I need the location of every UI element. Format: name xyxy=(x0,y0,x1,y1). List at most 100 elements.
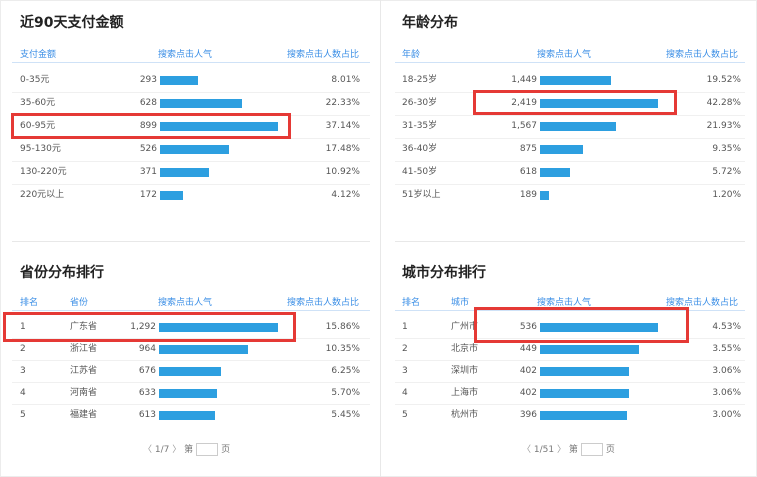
province-row-label: 浙江省 xyxy=(70,344,98,354)
city-row-percent: 3.55% xyxy=(712,344,741,354)
province-row-value: 676 xyxy=(138,366,156,376)
province-pager-next[interactable]: 〉 xyxy=(172,445,182,455)
province-row-bar xyxy=(159,344,248,354)
age-row-label: 26-30岁 xyxy=(402,98,438,108)
city-row-label: 杭州市 xyxy=(451,410,479,420)
payment-panel-title: 近90天支付金额 xyxy=(20,15,124,31)
age-row-label: 18-25岁 xyxy=(402,75,438,85)
city-header-line xyxy=(395,310,745,311)
city-pager-prev[interactable]: 〈 xyxy=(522,445,532,455)
province-row: 4 河南省 633 5.70% xyxy=(0,387,757,399)
province-pager-prev[interactable]: 〈 xyxy=(143,445,153,455)
city-row-percent: 3.06% xyxy=(712,388,741,398)
province-row-label: 河南省 xyxy=(70,388,98,398)
age-row-value: 189 xyxy=(519,190,537,200)
age-row-separator xyxy=(395,183,745,185)
city-page-input[interactable] xyxy=(580,443,603,456)
highlight-box-payment xyxy=(11,113,291,139)
city-row: 3 深圳市 402 3.06% xyxy=(0,365,757,377)
province-row-percent: 5.70% xyxy=(331,388,360,398)
age-col-header-age: 年龄 xyxy=(402,50,421,60)
city-row-value: 449 xyxy=(519,344,537,354)
age-row-separator xyxy=(395,160,745,162)
highlight-box-age xyxy=(473,90,677,115)
province-row: 5 福建省 613 5.45% xyxy=(0,409,757,421)
city-col-header-ratio: 搜索点击人数占比 xyxy=(666,298,739,308)
age-panel-title: 年龄分布 xyxy=(402,15,458,31)
age-row-bar xyxy=(540,75,611,85)
city-row: 2 北京市 449 3.55% xyxy=(0,343,757,355)
payment-row: 35-60元 628 22.33% xyxy=(0,97,757,109)
payment-row-bar xyxy=(160,98,242,108)
age-row-percent: 21.93% xyxy=(706,121,741,131)
age-row-bar xyxy=(540,121,616,131)
city-row-label: 深圳市 xyxy=(451,366,479,376)
payment-row-bar xyxy=(160,121,278,131)
city-row-bar xyxy=(540,366,629,376)
province-page-input[interactable] xyxy=(196,443,219,456)
city-row-separator xyxy=(395,382,745,383)
payment-row-label: 0-35元 xyxy=(20,75,50,85)
payment-row-bar xyxy=(160,75,198,85)
province-row-rank: 4 xyxy=(20,388,26,398)
payment-row-separator xyxy=(12,91,370,93)
payment-row-value: 371 xyxy=(139,167,157,177)
city-row-bar xyxy=(540,322,658,332)
city-row-label: 上海市 xyxy=(451,388,479,398)
payment-row-percent: 17.48% xyxy=(325,144,360,154)
age-row: 18-25岁 1,449 19.52% xyxy=(0,74,757,86)
payment-row-label: 60-95元 xyxy=(20,121,56,131)
city-row-separator xyxy=(395,404,745,405)
age-row-label: 51岁以上 xyxy=(402,190,441,200)
city-pager-next[interactable]: 〉 xyxy=(556,445,566,455)
payment-row-value: 628 xyxy=(139,98,157,108)
payment-row-label: 35-60元 xyxy=(20,98,56,108)
city-row-rank: 5 xyxy=(402,410,408,420)
province-row-label: 江苏省 xyxy=(70,366,98,376)
age-row-percent: 1.20% xyxy=(712,190,741,200)
age-row: 26-30岁 2,419 42.28% xyxy=(0,97,757,109)
age-row-bar xyxy=(540,167,570,177)
city-row-value: 402 xyxy=(519,388,537,398)
age-row-label: 36-40岁 xyxy=(402,144,438,154)
city-panel-title: 城市分布排行 xyxy=(402,265,486,281)
province-row-bar xyxy=(159,366,221,376)
age-row-percent: 9.35% xyxy=(712,144,741,154)
province-pager-suffix: 页 xyxy=(221,445,231,455)
payment-row-label: 95-130元 xyxy=(20,144,61,154)
province-row-rank: 1 xyxy=(20,322,26,332)
city-col-header-popularity: 搜索点击人气 xyxy=(537,298,592,308)
city-row-rank: 2 xyxy=(402,344,408,354)
province-row-label: 广东省 xyxy=(70,322,98,332)
city-row: 5 杭州市 396 3.00% xyxy=(0,409,757,421)
age-row-value: 875 xyxy=(519,144,537,154)
payment-row-separator xyxy=(12,183,370,185)
province-header-line xyxy=(12,310,370,311)
payment-row-value: 293 xyxy=(139,75,157,85)
highlight-box-province xyxy=(3,312,296,342)
province-row-separator xyxy=(12,360,370,361)
payment-row-percent: 22.33% xyxy=(325,98,360,108)
province-col-header-ratio: 搜索点击人数占比 xyxy=(287,298,360,308)
province-row-value: 633 xyxy=(138,388,156,398)
province-row: 3 江苏省 676 6.25% xyxy=(0,365,757,377)
city-pager-page: 1/51 xyxy=(533,445,555,455)
city-pager: 〈 1/51 〉 第 页 xyxy=(522,442,615,456)
province-row-separator xyxy=(12,338,370,339)
age-row: 51岁以上 189 1.20% xyxy=(0,189,757,201)
payment-row: 220元以上 172 4.12% xyxy=(0,189,757,201)
payment-row-percent: 37.14% xyxy=(325,121,360,131)
age-row: 31-35岁 1,567 21.93% xyxy=(0,120,757,132)
payment-row-label: 220元以上 xyxy=(20,190,65,200)
province-row-value: 613 xyxy=(138,410,156,420)
city-col-header-city: 城市 xyxy=(451,298,470,308)
province-row-rank: 2 xyxy=(20,344,26,354)
city-row-label: 广州市 xyxy=(451,322,479,332)
age-row-label: 31-35岁 xyxy=(402,121,438,131)
age-row-value: 618 xyxy=(519,167,537,177)
payment-row-percent: 4.12% xyxy=(331,190,360,200)
payment-row-label: 130-220元 xyxy=(20,167,67,177)
city-row-rank: 1 xyxy=(402,322,408,332)
city-row-bar xyxy=(540,388,629,398)
age-row-percent: 19.52% xyxy=(706,75,741,85)
